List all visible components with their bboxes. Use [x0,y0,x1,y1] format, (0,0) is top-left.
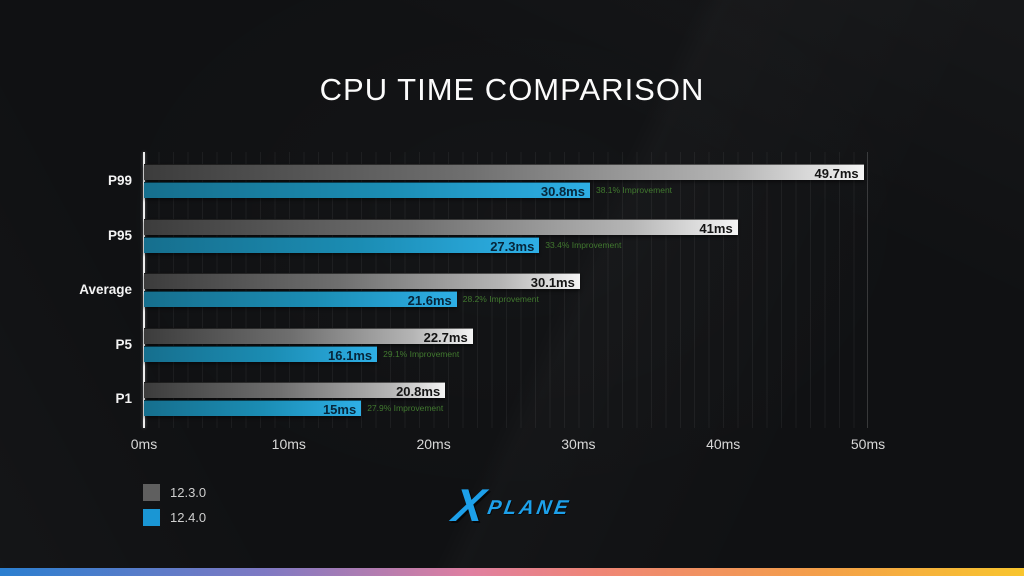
bar-value-label: 16.1ms [328,347,373,363]
x-tick-label: 40ms [706,436,741,452]
bar-12.4.0-average: 21.6ms [144,291,457,308]
x-tick-label: 10ms [271,436,306,452]
legend-item: 12.3.0 [143,483,206,501]
bar-rows: P99 49.7ms 30.8ms 38.1% Improvement P95 41ms 2… [79,152,868,428]
bar-value-label: 22.7ms [423,329,468,345]
improvement-label: 27.9% Improvement [367,403,444,413]
legend-swatch-icon [143,508,160,526]
category-label: P99 [107,173,132,188]
bar-value-label: 30.1ms [530,275,575,290]
bar-12.3.0-p99: 49.7ms [144,164,864,181]
bar-group-p99: P99 49.7ms 30.8ms 38.1% Improvement [108,164,868,199]
chart-title: CPU TIME COMPARISON [319,72,705,107]
xplane-logo-text: PLANE [485,497,573,519]
bottom-gradient-bar [0,568,1024,576]
bar-value-label: 27.3ms [490,238,535,254]
improvement-label: 38.1% Improvement [595,185,673,195]
bar-12.3.0-p1: 20.8ms [144,382,446,399]
x-axis: 0ms 10ms 20ms 30ms 40ms 50ms [131,436,885,456]
bar-12.3.0-average: 30.1ms [144,273,580,290]
bar-12.4.0-p5: 16.1ms [144,345,378,363]
bar-value-label: 15ms [322,402,357,417]
legend-label: 12.3.0 [170,484,207,500]
bar-group-average: Average 30.1ms 21.6ms 28.2% Improvement [79,273,868,308]
bar-value-label: 21.6ms [407,293,452,308]
x-tick-label: 20ms [416,436,451,452]
category-label: P1 [115,391,132,406]
x-tick-label: 30ms [561,436,596,452]
bar-chart: P99 49.7ms 30.8ms 38.1% Improvement P95 41ms 2… [79,152,885,452]
bar-value-label: 41ms [699,220,733,236]
bar-value-label: 30.8ms [540,184,585,199]
bar-12.4.0-p99: 30.8ms [144,182,590,199]
bar-12.4.0-p1: 15ms [144,400,362,417]
bar-group-p1: P1 20.8ms 15ms 27.9% Improvement [115,382,868,417]
bar-12.3.0-p95: 41ms [144,218,738,236]
category-label: P5 [115,336,132,352]
legend-swatch-icon [143,483,160,501]
category-label: P95 [107,227,132,243]
bar-12.3.0-p5: 22.7ms [144,327,473,345]
grid-right-line [867,152,868,428]
legend: 12.3.0 12.4.0 [143,483,206,533]
bar-value-label: 20.8ms [396,384,441,399]
bar-value-label: 49.7ms [814,166,859,181]
xplane-logo-x-icon: X [449,479,490,531]
bar-group-p5: P5 22.7ms 16.1ms 29.1% Improvement [115,327,868,363]
bar-group-p95: P95 41ms 27.3ms 33.4% Improvement [108,218,868,254]
y-axis-line [143,152,145,428]
x-tick-label: 50ms [850,436,886,452]
bar-12.4.0-p95: 27.3ms [144,236,540,254]
category-label: Average [79,282,132,297]
improvement-label: 33.4% Improvement [545,239,622,250]
legend-item: 12.4.0 [143,508,206,526]
x-tick-label: 0ms [130,436,158,452]
improvement-label: 29.1% Improvement [383,348,460,359]
xplane-logo: X PLANE [449,479,573,531]
legend-label: 12.4.0 [170,509,207,525]
improvement-label: 28.2% Improvement [462,294,539,304]
